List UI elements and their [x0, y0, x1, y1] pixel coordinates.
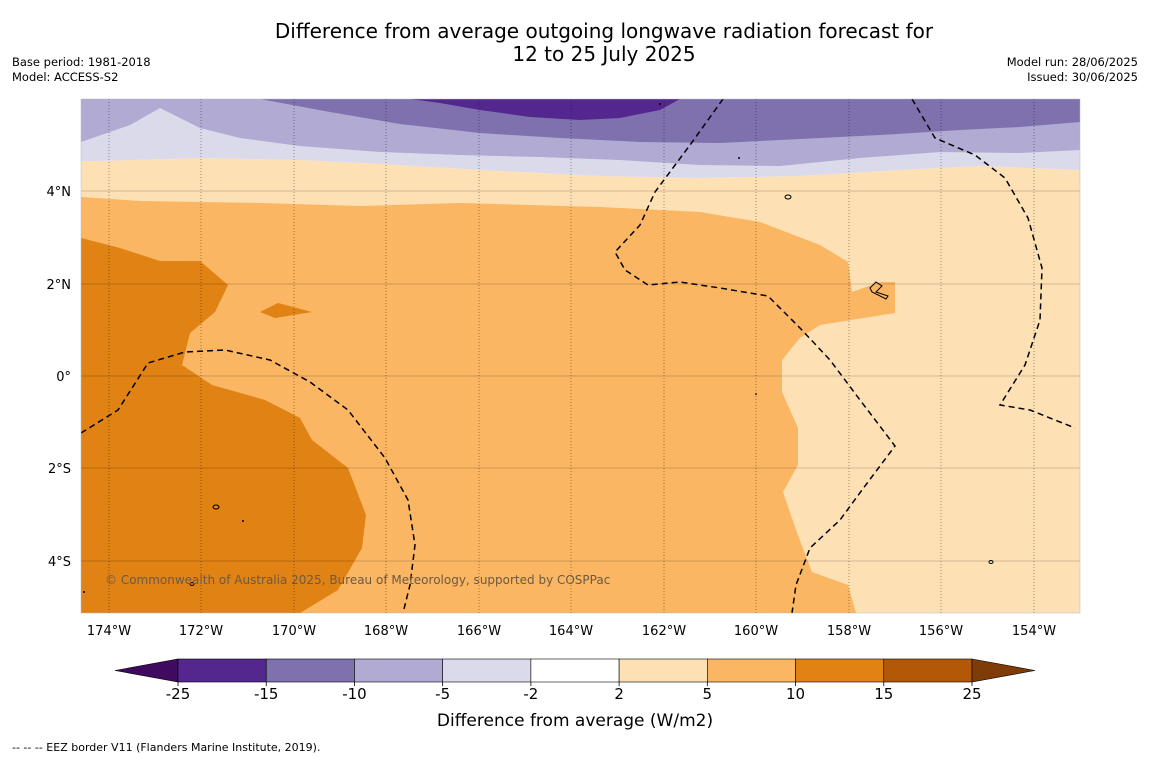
band-minus15-to-minus10	[260, 99, 1080, 143]
eez-footnote: -- -- -- EEZ border V11 (Flanders Marine…	[12, 741, 320, 754]
colorbar: -25 -15 -10 -5 -2 2 5 10 15 25	[114, 658, 1036, 703]
colorbar-segment	[354, 658, 443, 683]
longitude-label: 154°W	[1012, 624, 1056, 639]
longitude-label: 172°W	[179, 624, 223, 639]
colorbar-tick-label: 25	[962, 685, 981, 703]
colorbar-segment	[883, 658, 973, 683]
colorbar-tick-label: 10	[786, 685, 805, 703]
longitude-label: 168°W	[364, 624, 408, 639]
colorbar-segment	[618, 658, 708, 683]
colorbar-tick-label: 2	[614, 685, 624, 703]
colorbar-label: Difference from average (W/m2)	[437, 711, 713, 731]
colorbar-tick-label: -2	[523, 685, 538, 703]
longitude-labels: 174°W 172°W 170°W 168°W 166°W 164°W 162°W 160°W…	[87, 624, 1056, 639]
issued-text: Issued: 30/06/2025	[1027, 70, 1138, 84]
colorbar-extend-high	[971, 658, 1036, 683]
longitude-label: 162°W	[642, 624, 686, 639]
base-period-text: Base period: 1981-2018	[12, 55, 151, 69]
longitude-label: 174°W	[87, 624, 131, 639]
colorbar-segment	[530, 658, 620, 683]
latitude-labels: 4°N 2°N 0° 2°S 4°S	[47, 185, 72, 570]
title-line-1: Difference from average outgoing longwav…	[275, 19, 934, 43]
colorbar-tick-label: 5	[703, 685, 713, 703]
colorbar-segment	[442, 658, 532, 683]
latitude-label: 4°N	[47, 185, 72, 200]
islands	[189, 194, 994, 586]
map-frame	[80, 98, 1081, 614]
colorbar-segment	[795, 658, 885, 683]
colorbar-tick-label: -25	[166, 685, 191, 703]
longitude-label: 166°W	[457, 624, 501, 639]
model-text: Model: ACCESS-S2	[12, 70, 118, 84]
copyright-credit: © Commonwealth of Australia 2025, Bureau…	[105, 573, 610, 587]
band-minus25-to-minus15	[410, 99, 680, 120]
colorbar-tick-label: -15	[254, 685, 279, 703]
latitude-label: 0°	[56, 370, 71, 385]
longitude-label: 164°W	[549, 624, 593, 639]
colorbar-tick-label: 15	[874, 685, 893, 703]
colorbar-segment	[265, 658, 355, 683]
eez-borders	[81, 99, 1076, 613]
colorbar-tick-label: -5	[435, 685, 450, 703]
longitude-label: 160°W	[734, 624, 778, 639]
latitude-label: 2°N	[47, 278, 72, 293]
model-run-text: Model run: 28/06/2025	[1007, 55, 1138, 69]
band-10-to-15-patch	[260, 303, 312, 318]
small-atolls	[83, 103, 757, 593]
longitude-label: 156°W	[919, 624, 963, 639]
longitude-label: 158°W	[827, 624, 871, 639]
title-line-2: 12 to 25 July 2025	[512, 42, 695, 66]
colorbar-segment	[177, 658, 267, 683]
colorbar-segment	[707, 658, 796, 683]
latitude-label: 2°S	[48, 462, 71, 477]
latitude-gridlines	[81, 190, 1080, 562]
olr-anomaly-field: © Commonwealth of Australia 2025, Bureau…	[81, 99, 1080, 613]
latitude-label: 4°S	[48, 555, 71, 570]
band-10-to-15	[81, 238, 366, 613]
colorbar-tick-label: -10	[342, 685, 367, 703]
longitude-label: 170°W	[272, 624, 316, 639]
colorbar-extend-low	[114, 658, 179, 683]
